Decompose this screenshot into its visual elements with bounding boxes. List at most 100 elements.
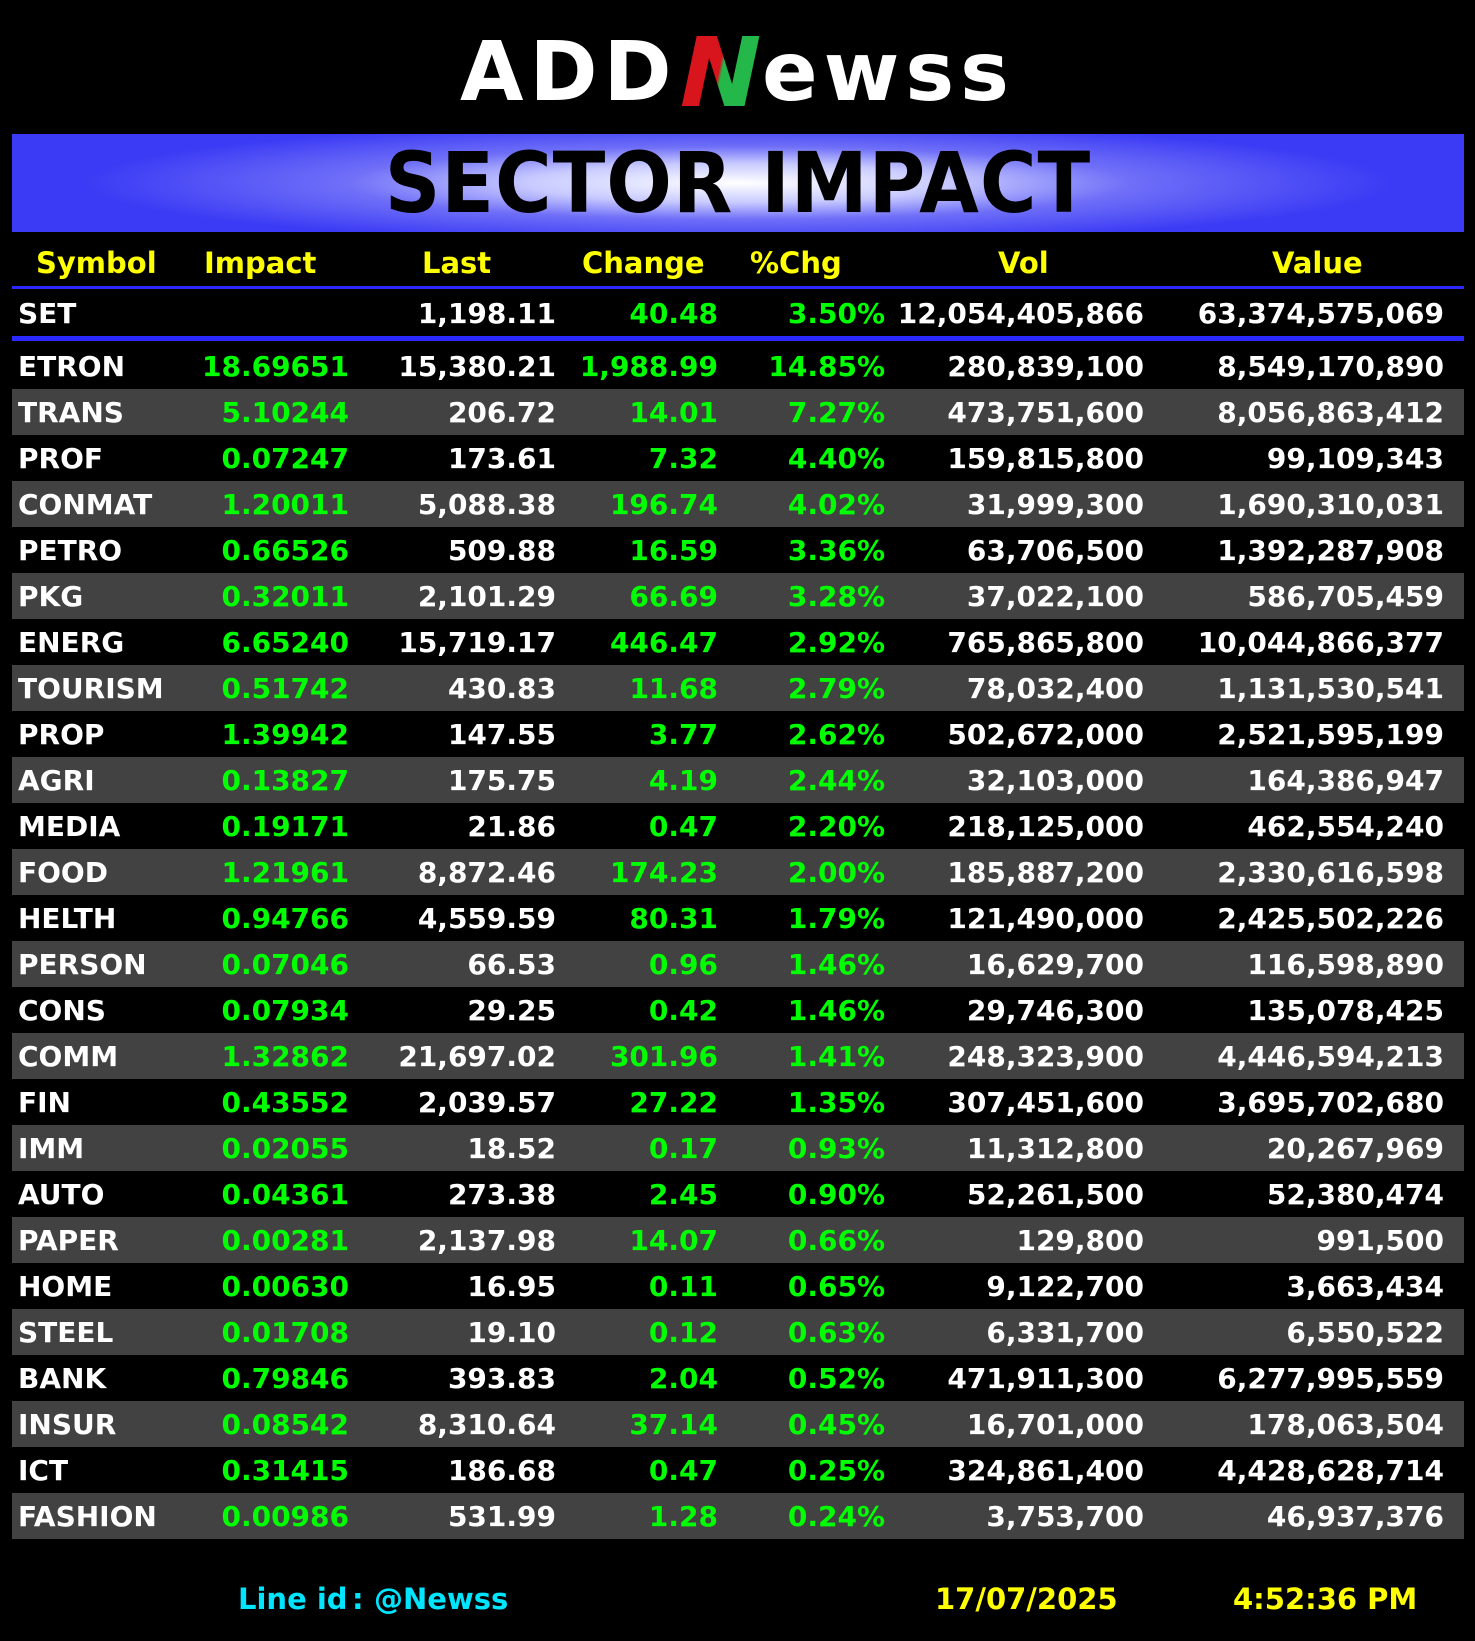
cell-symbol: PERSON	[18, 947, 147, 981]
cell-impact: 6.65240	[221, 625, 349, 659]
table-row: FASHION 0.00986 531.99 1.28 0.24% 3,753,700 46…	[12, 1493, 1464, 1539]
cell-impact: 18.69651	[201, 349, 349, 383]
cell-value: 4,446,594,213	[1217, 1039, 1444, 1073]
cell-pct: 0.45%	[787, 1407, 885, 1441]
cell-last: 393.83	[447, 1361, 556, 1395]
cell-change: 0.11	[648, 1269, 718, 1303]
cell-symbol: FOOD	[18, 855, 108, 889]
cell-pct: 0.24%	[787, 1499, 885, 1533]
cell-last: 147.55	[447, 717, 556, 751]
cell-value: 164,386,947	[1247, 763, 1444, 797]
cell-change: 0.47	[648, 809, 718, 843]
cell-value: 46,937,376	[1266, 1499, 1444, 1533]
set-symbol: SET	[18, 296, 77, 330]
set-pct-change: 3.50%	[787, 296, 885, 330]
cell-change: 0.17	[648, 1131, 718, 1165]
cell-vol: 16,701,000	[966, 1407, 1144, 1441]
table-row: TRANS 5.10244 206.72 14.01 7.27% 473,751,600 8…	[12, 389, 1464, 435]
cell-value: 3,663,434	[1286, 1269, 1444, 1303]
cell-value: 2,330,616,598	[1217, 855, 1444, 889]
cell-impact: 0.07046	[221, 947, 349, 981]
cell-impact: 1.20011	[221, 487, 349, 521]
cell-vol: 473,751,600	[947, 395, 1144, 429]
cell-vol: 218,125,000	[947, 809, 1144, 843]
table-row: PROF 0.07247 173.61 7.32 4.40% 159,815,800 99,…	[12, 435, 1464, 481]
cell-impact: 0.94766	[221, 901, 349, 935]
cell-vol: 31,999,300	[966, 487, 1144, 521]
table-row: PAPER 0.00281 2,137.98 14.07 0.66% 129,800 991…	[12, 1217, 1464, 1263]
cell-impact: 0.07934	[221, 993, 349, 1027]
cell-change: 66.69	[629, 579, 718, 613]
cell-value: 178,063,504	[1247, 1407, 1444, 1441]
cell-symbol: ETRON	[18, 349, 126, 383]
cell-impact: 0.32011	[221, 579, 349, 613]
cell-value: 99,109,343	[1266, 441, 1444, 475]
table-row: AGRI 0.13827 175.75 4.19 2.44% 32,103,000 164,…	[12, 757, 1464, 803]
cell-symbol: TOURISM	[18, 671, 164, 705]
cell-change: 0.96	[648, 947, 718, 981]
cell-impact: 0.08542	[221, 1407, 349, 1441]
cell-value: 2,425,502,226	[1217, 901, 1444, 935]
cell-last: 15,380.21	[398, 349, 556, 383]
cell-last: 16.95	[467, 1269, 556, 1303]
cell-pct: 2.92%	[787, 625, 885, 659]
cell-symbol: HELTH	[18, 901, 117, 935]
cell-pct: 0.52%	[787, 1361, 885, 1395]
cell-last: 8,310.64	[417, 1407, 556, 1441]
cell-vol: 29,746,300	[966, 993, 1144, 1027]
cell-symbol: AUTO	[18, 1177, 105, 1211]
cell-impact: 0.66526	[221, 533, 349, 567]
report-date: 17/07/2025	[935, 1582, 1118, 1616]
logo-prefix: ADD	[460, 25, 678, 120]
header-last: Last	[422, 246, 492, 280]
cell-vol: 78,032,400	[966, 671, 1144, 705]
header-symbol: Symbol	[36, 246, 157, 280]
cell-pct: 1.79%	[787, 901, 885, 935]
cell-symbol: CONS	[18, 993, 106, 1027]
cell-impact: 0.00986	[221, 1499, 349, 1533]
cell-change: 446.47	[609, 625, 718, 659]
cell-change: 14.01	[629, 395, 718, 429]
cell-impact: 0.51742	[221, 671, 349, 705]
cell-last: 19.10	[467, 1315, 556, 1349]
cell-vol: 11,312,800	[966, 1131, 1144, 1165]
cell-vol: 307,451,600	[947, 1085, 1144, 1119]
cell-vol: 280,839,100	[947, 349, 1144, 383]
cell-last: 66.53	[467, 947, 556, 981]
set-index-row: SET 1,198.11 40.48 3.50% 12,054,405,866 …	[12, 291, 1464, 335]
cell-symbol: PAPER	[18, 1223, 119, 1257]
cell-pct: 3.28%	[787, 579, 885, 613]
cell-pct: 0.90%	[787, 1177, 885, 1211]
cell-change: 3.77	[648, 717, 718, 751]
cell-last: 430.83	[447, 671, 556, 705]
cell-symbol: PROP	[18, 717, 105, 751]
cell-value: 6,550,522	[1286, 1315, 1444, 1349]
cell-pct: 1.35%	[787, 1085, 885, 1119]
cell-value: 991,500	[1316, 1223, 1444, 1257]
table-row: FOOD 1.21961 8,872.46 174.23 2.00% 185,887,20…	[12, 849, 1464, 895]
cell-change: 14.07	[629, 1223, 718, 1257]
cell-change: 4.19	[648, 763, 718, 797]
cell-change: 37.14	[629, 1407, 718, 1441]
cell-impact: 0.19171	[221, 809, 349, 843]
cell-impact: 0.13827	[221, 763, 349, 797]
cell-vol: 324,861,400	[947, 1453, 1144, 1487]
cell-symbol: AGRI	[18, 763, 95, 797]
table-row: PROP 1.39942 147.55 3.77 2.62% 502,672,000 2,5…	[12, 711, 1464, 757]
cell-last: 2,101.29	[417, 579, 556, 613]
cell-pct: 14.85%	[768, 349, 885, 383]
cell-last: 173.61	[447, 441, 556, 475]
cell-symbol: IMM	[18, 1131, 85, 1165]
cell-value: 20,267,969	[1266, 1131, 1444, 1165]
line-id-handle: @Newss	[374, 1582, 509, 1616]
cell-value: 8,549,170,890	[1217, 349, 1444, 383]
cell-value: 1,131,530,541	[1217, 671, 1444, 705]
cell-change: 2.04	[648, 1361, 718, 1395]
report-time: 4:52:36 PM	[1233, 1582, 1418, 1616]
cell-change: 27.22	[629, 1085, 718, 1119]
cell-symbol: FASHION	[18, 1499, 157, 1533]
table-header: Symbol Impact Last Change %Chg Vol Value	[12, 240, 1464, 286]
cell-value: 1,690,310,031	[1217, 487, 1444, 521]
cell-value: 6,277,995,559	[1217, 1361, 1444, 1395]
logo-suffix: ewss	[761, 25, 1015, 120]
